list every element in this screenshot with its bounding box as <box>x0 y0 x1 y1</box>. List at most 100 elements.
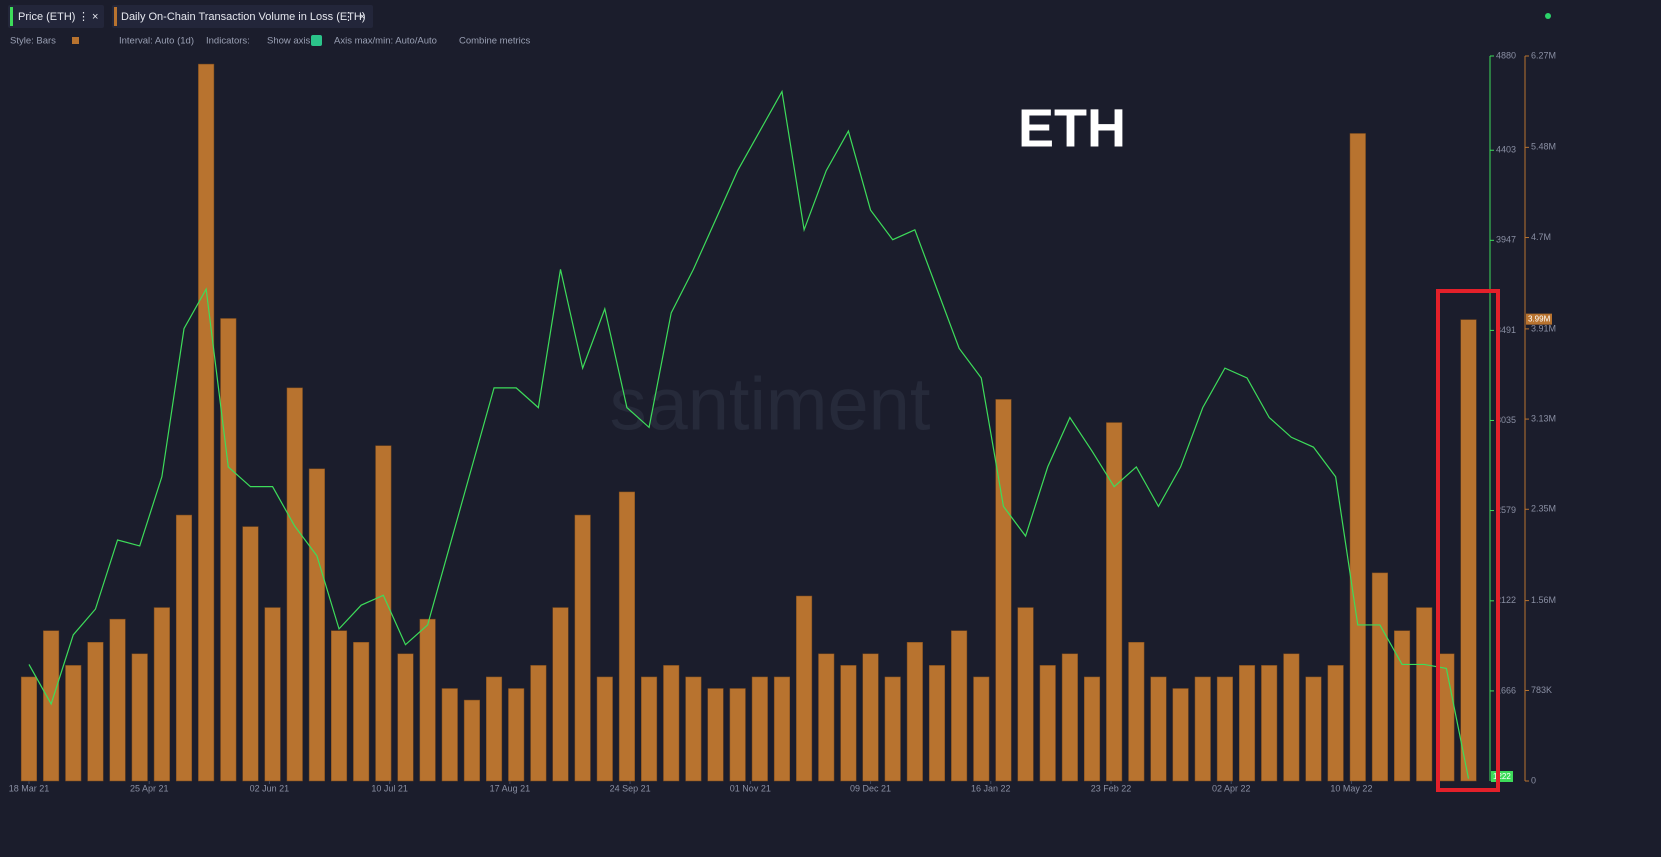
watermark: santiment <box>610 363 931 446</box>
x-tick-label: 10 May 22 <box>1330 783 1372 793</box>
tab-menu[interactable]: ⋮ <box>343 11 354 23</box>
bar <box>973 676 990 782</box>
y-tick-label: 4403 <box>1496 145 1516 155</box>
bar <box>906 641 923 782</box>
bar <box>463 699 480 782</box>
bar <box>397 653 414 782</box>
y2-tick-label: 1.56M <box>1531 595 1556 605</box>
x-tick-label: 01 Nov 21 <box>730 783 771 793</box>
status-dot <box>1545 13 1551 19</box>
bar <box>796 595 813 782</box>
show-axis[interactable]: Show axis <box>267 36 311 47</box>
y2-tick-label: 783K <box>1531 685 1552 695</box>
value-badge-label: 3.99M <box>1528 315 1551 324</box>
value-badge <box>1526 313 1552 325</box>
checkbox[interactable] <box>311 35 322 46</box>
style-select[interactable]: Style: Bars <box>10 36 56 47</box>
bar <box>1194 676 1211 782</box>
bar <box>596 676 613 782</box>
annotation: ETH <box>1018 98 1126 158</box>
bar <box>1305 676 1322 782</box>
bar <box>995 399 1012 782</box>
bar <box>43 630 60 782</box>
bar <box>308 468 325 782</box>
bar <box>530 665 547 782</box>
bar <box>242 526 259 782</box>
bar <box>618 491 635 782</box>
tab-color <box>114 7 117 26</box>
y2-tick-label: 4.7M <box>1531 232 1551 242</box>
bar <box>87 641 104 782</box>
bar <box>641 676 658 782</box>
bar <box>928 665 946 782</box>
x-tick-label: 23 Feb 22 <box>1091 783 1132 793</box>
bar <box>353 641 370 782</box>
y-tick-label: 3947 <box>1496 235 1516 245</box>
bar <box>574 514 591 782</box>
color-select[interactable] <box>72 37 79 44</box>
bar <box>751 676 768 782</box>
bar <box>131 653 148 782</box>
x-tick-label: 17 Aug 21 <box>490 783 531 793</box>
y2-tick-label: 6.27M <box>1531 50 1556 60</box>
value-badge <box>1491 771 1513 782</box>
bar <box>1438 653 1455 782</box>
combine-metrics[interactable]: Combine metrics <box>459 36 531 47</box>
bar <box>153 607 170 782</box>
bar <box>707 688 724 782</box>
x-tick-label: 10 Jul 21 <box>371 783 408 793</box>
bar <box>198 63 215 782</box>
bar <box>663 665 680 782</box>
x-tick-label: 24 Sep 21 <box>610 783 651 793</box>
y2-tick-label: 2.35M <box>1531 504 1556 514</box>
bar <box>1216 676 1233 782</box>
value-badge-label: 1222 <box>1493 772 1511 781</box>
y2-tick-label: 3.91M <box>1531 323 1556 333</box>
bar <box>1061 653 1078 782</box>
bar <box>508 688 525 782</box>
bar <box>884 676 901 782</box>
tab-close[interactable]: × <box>359 11 365 23</box>
price-line <box>28 89 1470 779</box>
bar <box>862 653 879 782</box>
bar <box>1128 641 1145 782</box>
bar <box>175 514 193 782</box>
bar <box>109 618 126 782</box>
y-tick-label: 2579 <box>1496 505 1516 515</box>
y2-tick-label: 3.13M <box>1531 413 1556 423</box>
bar <box>818 653 835 782</box>
tab-label: Price (ETH) <box>18 11 75 23</box>
axis-select[interactable]: Axis max/min: Auto/Auto <box>334 36 437 47</box>
bar <box>375 445 392 782</box>
tab[interactable] <box>112 5 373 28</box>
tab-menu[interactable]: ⋮ <box>78 11 89 23</box>
bar <box>286 387 303 782</box>
bar <box>486 676 503 782</box>
bar <box>1039 665 1056 782</box>
x-tick-label: 02 Jun 21 <box>250 783 290 793</box>
x-tick-label: 02 Apr 22 <box>1212 783 1251 793</box>
indicators-select[interactable]: Indicators: <box>206 36 250 47</box>
bar <box>1017 607 1034 782</box>
bar <box>951 630 968 782</box>
bar <box>1283 653 1300 782</box>
interval-select[interactable]: Interval: Auto (1d) <box>119 36 194 47</box>
y-tick-label: 1666 <box>1496 685 1516 695</box>
bar <box>1083 676 1101 782</box>
x-tick-label: 25 Apr 21 <box>130 783 169 793</box>
bar <box>1106 422 1123 782</box>
bar <box>1327 665 1344 782</box>
tab-color <box>10 7 13 26</box>
bar <box>220 318 237 782</box>
bar <box>1416 607 1433 782</box>
tab-close[interactable]: × <box>92 11 98 23</box>
tab[interactable] <box>8 5 104 28</box>
x-tick-label: 09 Dec 21 <box>850 783 891 793</box>
y-tick-label: 3491 <box>1496 325 1516 335</box>
bar <box>1261 665 1278 782</box>
x-tick-label: 18 Mar 21 <box>9 783 50 793</box>
tab-label: Daily On-Chain Transaction Volume in Los… <box>121 11 366 23</box>
bar <box>1394 630 1411 782</box>
